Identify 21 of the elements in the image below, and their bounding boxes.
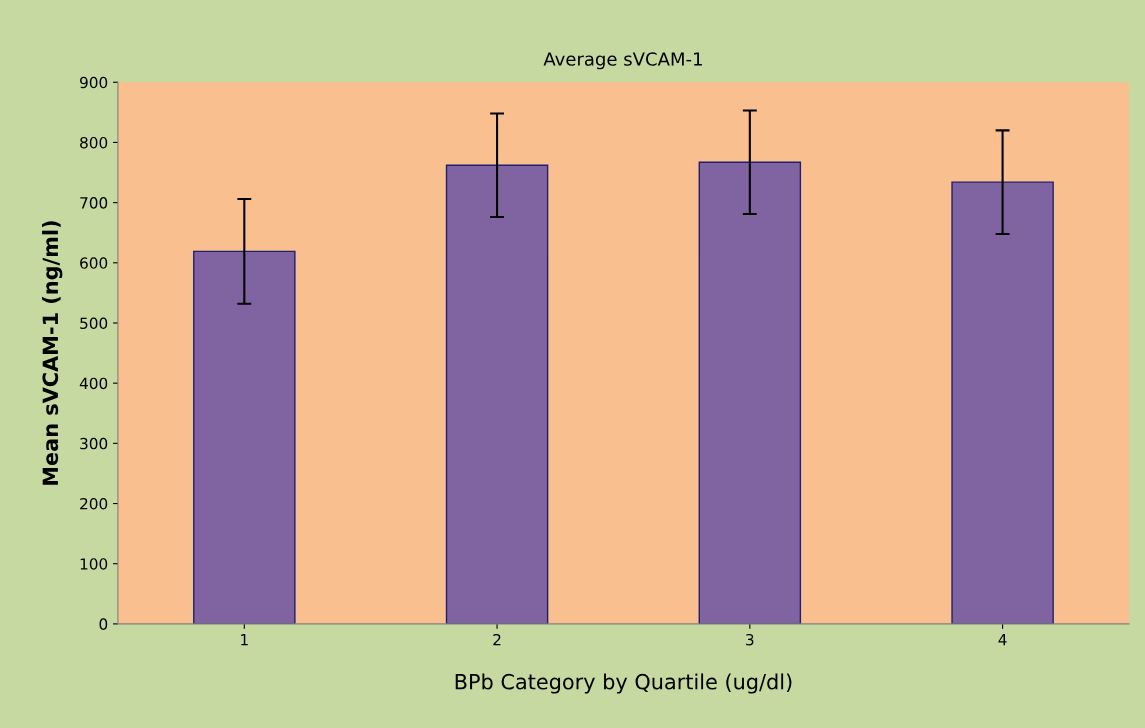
y-tick-label: 900 [80, 76, 108, 89]
bar [951, 181, 1054, 624]
y-tick-label: 0 [99, 618, 108, 630]
y-tick-label: 300 [80, 437, 108, 450]
y-tick-label: 400 [79, 377, 108, 390]
x-tick-label: 3 [746, 633, 754, 646]
x-tick-label: 2 [493, 633, 501, 646]
y-tick-label: 500 [80, 317, 108, 330]
y-tick-label: 100 [80, 558, 108, 570]
y-tick-label: 800 [80, 136, 108, 149]
x-tick-label: 4 [998, 634, 1007, 646]
bar [445, 164, 549, 624]
y-axis-title: Mean sVCAM-1 (ng/ml) [42, 221, 63, 485]
bar [698, 161, 802, 624]
bar [193, 250, 296, 624]
x-axis-title: BPb Category by Quartile (ug/dl) [455, 673, 792, 694]
x-tick-label: 1 [241, 634, 248, 646]
y-tick-label: 600 [80, 257, 108, 269]
chart-title: Average sVCAM-1 [543, 52, 702, 70]
y-tick-label: 700 [80, 197, 108, 209]
y-tick-label: 200 [80, 498, 108, 510]
